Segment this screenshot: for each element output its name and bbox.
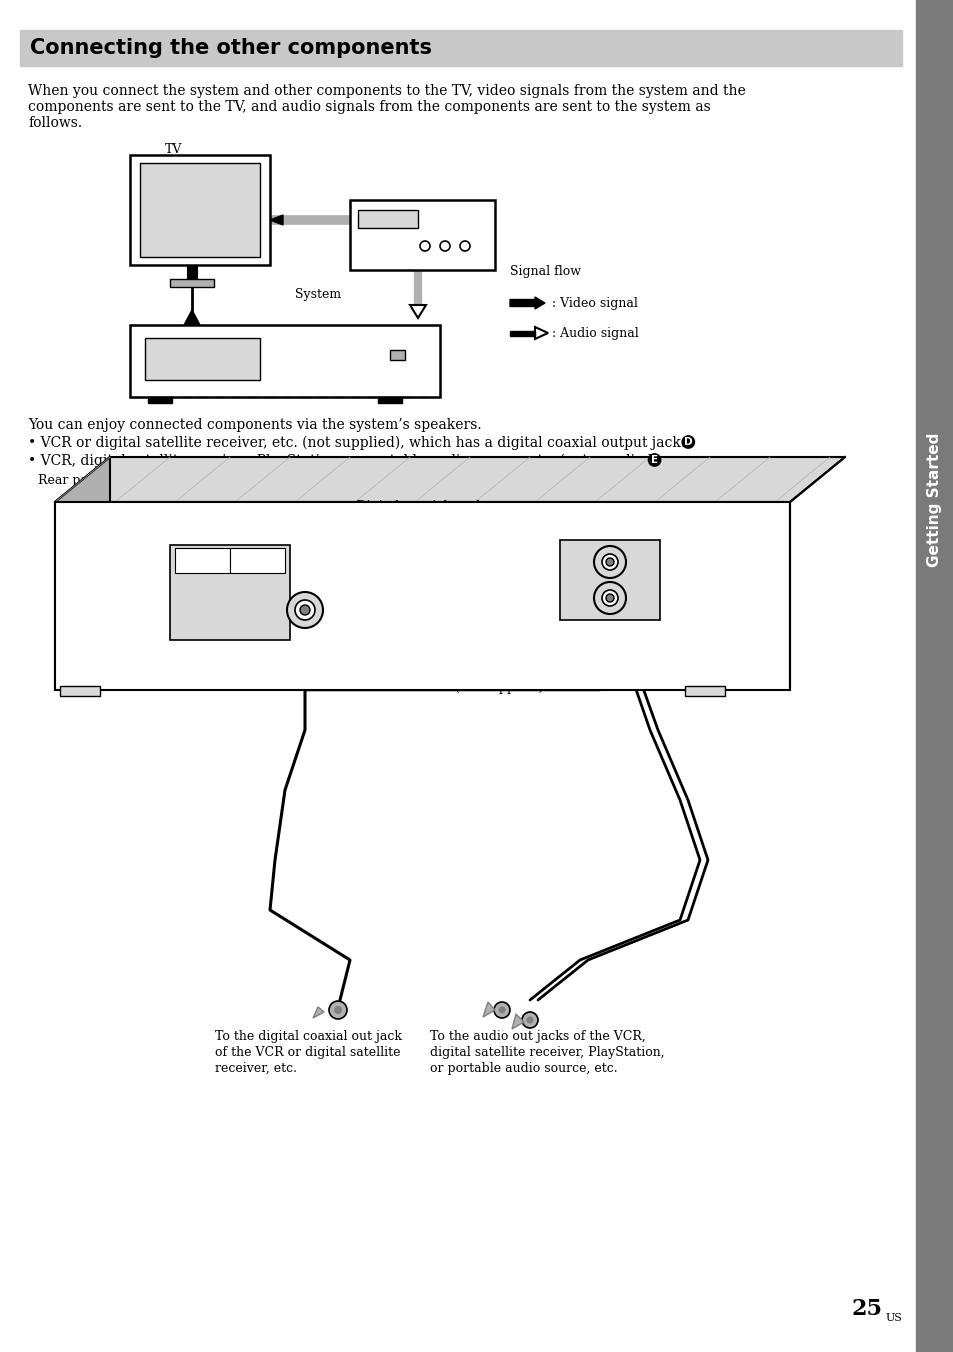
Polygon shape	[55, 502, 789, 690]
Text: digital satellite receiver, PlayStation,: digital satellite receiver, PlayStation,	[430, 1046, 664, 1059]
FancyArrow shape	[510, 330, 535, 335]
Bar	[174, 548, 230, 573]
Circle shape	[419, 241, 430, 251]
Circle shape	[439, 241, 450, 251]
Circle shape	[521, 1013, 537, 1028]
Bar	[915, 0, 953, 1352]
Text: • VCR, digital satellite receiver, PlayStation, or portable audio source, etc. (: • VCR, digital satellite receiver, PlayS…	[28, 454, 666, 468]
Circle shape	[299, 604, 310, 615]
Circle shape	[334, 1006, 341, 1014]
Bar	[230, 548, 285, 573]
Polygon shape	[313, 1007, 324, 1018]
Bar	[20, 30, 901, 66]
Circle shape	[605, 558, 614, 566]
Circle shape	[594, 546, 625, 579]
Text: • VCR or digital satellite receiver, etc. (not supplied), which has a digital co: • VCR or digital satellite receiver, etc…	[28, 435, 689, 450]
Bar	[148, 397, 172, 403]
FancyArrow shape	[510, 297, 544, 310]
Text: When you connect the system and other components to the TV, video signals from t: When you connect the system and other co…	[28, 84, 745, 97]
Circle shape	[329, 1000, 347, 1019]
Bar	[60, 685, 100, 696]
Bar	[170, 279, 213, 287]
Circle shape	[494, 1002, 510, 1018]
Text: follows.: follows.	[28, 116, 82, 130]
Polygon shape	[482, 1002, 495, 1017]
Circle shape	[459, 241, 470, 251]
Circle shape	[294, 600, 314, 621]
Text: (not supplied): (not supplied)	[455, 681, 543, 694]
Text: (not supplied): (not supplied)	[345, 516, 433, 529]
Text: receiver, etc.: receiver, etc.	[214, 1063, 296, 1075]
Text: D: D	[683, 437, 692, 448]
Bar	[559, 539, 659, 621]
Text: To the digital coaxial out jack: To the digital coaxial out jack	[214, 1030, 401, 1042]
Text: ⓓ Digital coaxial cord: ⓓ Digital coaxial cord	[345, 500, 480, 512]
Polygon shape	[184, 310, 200, 324]
Circle shape	[287, 592, 323, 627]
Text: Getting Started: Getting Started	[926, 433, 942, 568]
Bar	[350, 200, 495, 270]
Text: of the VCR or digital satellite: of the VCR or digital satellite	[214, 1046, 400, 1059]
Polygon shape	[55, 457, 844, 502]
Text: System: System	[294, 288, 341, 301]
Text: components are sent to the TV, and audio signals from the components are sent to: components are sent to the TV, and audio…	[28, 100, 710, 114]
Text: 25: 25	[851, 1298, 882, 1320]
Text: You can enjoy connected components via the system’s speakers.: You can enjoy connected components via t…	[28, 418, 481, 433]
Bar	[390, 350, 405, 360]
Text: ⓔ Audio cord: ⓔ Audio cord	[455, 665, 536, 677]
Bar	[170, 545, 290, 639]
Bar	[130, 155, 270, 265]
Text: US: US	[885, 1313, 902, 1324]
Bar	[684, 685, 724, 696]
Circle shape	[605, 594, 614, 602]
Circle shape	[601, 589, 618, 606]
Text: : Audio signal: : Audio signal	[552, 326, 639, 339]
Bar	[140, 164, 260, 257]
Polygon shape	[55, 457, 110, 690]
Circle shape	[601, 554, 618, 571]
Circle shape	[594, 581, 625, 614]
Polygon shape	[270, 215, 283, 224]
Polygon shape	[512, 1014, 523, 1029]
Bar	[357, 210, 417, 228]
Text: or portable audio source, etc.: or portable audio source, etc.	[430, 1063, 617, 1075]
Text: E: E	[650, 456, 658, 465]
Text: Signal flow: Signal flow	[510, 265, 580, 279]
Text: To the audio out jacks of the VCR,: To the audio out jacks of the VCR,	[430, 1030, 645, 1042]
Bar	[145, 338, 260, 380]
Text: : Video signal: : Video signal	[552, 296, 638, 310]
Circle shape	[526, 1017, 533, 1023]
Bar	[377, 397, 401, 403]
Circle shape	[498, 1006, 505, 1014]
Bar	[130, 324, 439, 397]
Text: TV: TV	[165, 143, 182, 155]
Text: Rear panel of the unit: Rear panel of the unit	[38, 475, 176, 487]
Text: Connecting the other components: Connecting the other components	[30, 38, 432, 58]
